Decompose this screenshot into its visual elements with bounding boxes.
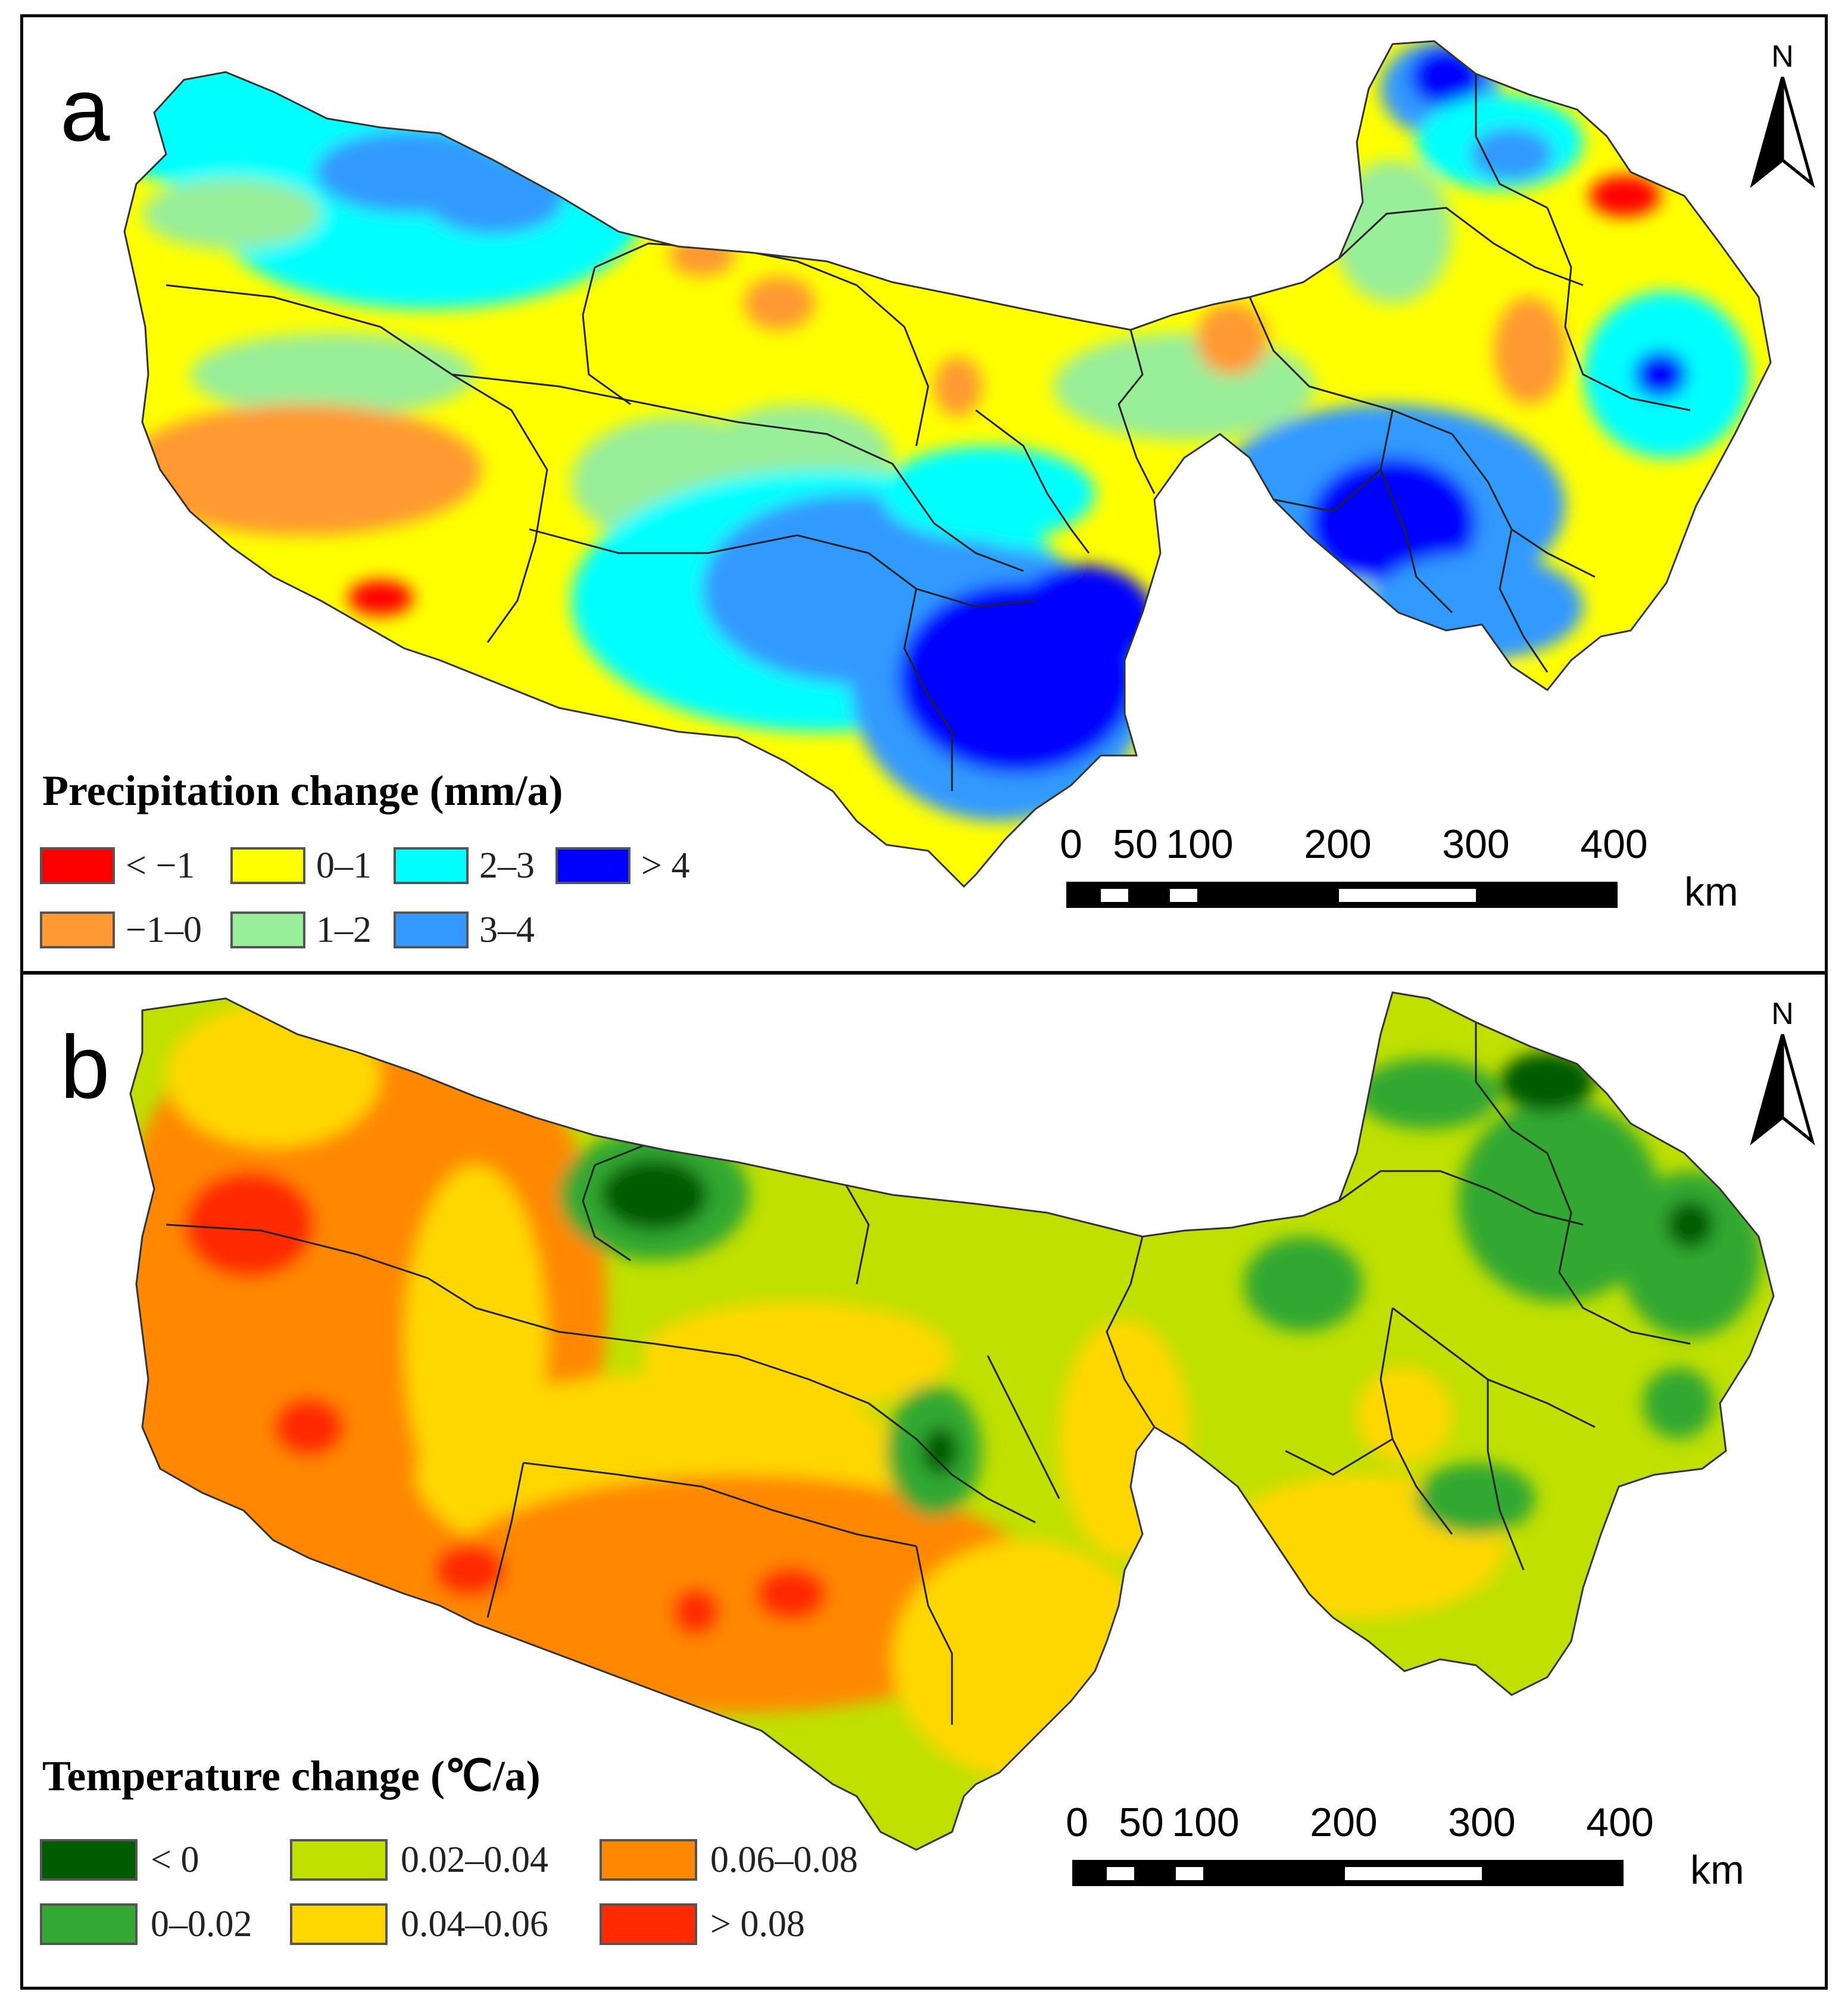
legend-label: 0–0.02 <box>151 1904 252 1944</box>
legend-swatch <box>40 1839 138 1881</box>
scale-bar-graphic <box>1066 882 1618 908</box>
legend-swatch <box>40 911 115 948</box>
legend-label: −1–0 <box>126 910 202 950</box>
panel-letter: a <box>60 60 110 160</box>
legend-item: > 4 <box>555 842 734 889</box>
legend-title: Temperature change (℃/a) <box>42 1752 541 1800</box>
legend-label: 0.04–0.06 <box>401 1904 548 1944</box>
legend: < 0 0.02–0.04 0.06–0.08 0–0.02 0.04–0.06… <box>40 1835 897 1949</box>
legend-item: 0.06–0.08 <box>600 1835 897 1885</box>
legend-swatch <box>600 1903 697 1945</box>
legend-item: 0.04–0.06 <box>290 1899 600 1949</box>
legend-label: 2–3 <box>479 845 535 886</box>
legend-item: −1–0 <box>40 906 230 954</box>
legend-item: 0–1 <box>230 842 394 889</box>
legend-swatch <box>394 911 469 948</box>
scale-tick-label: 0 <box>1060 822 1082 867</box>
north-label: N <box>1771 39 1794 74</box>
legend-swatch <box>290 1839 388 1881</box>
scale-tick-label: 300 <box>1448 1800 1516 1845</box>
legend-label: 0.02–0.04 <box>401 1840 548 1880</box>
legend-swatch <box>290 1903 388 1945</box>
north-arrow-icon <box>1750 77 1815 188</box>
scale-tick-label: 100 <box>1166 822 1234 867</box>
scale-tick-label: 200 <box>1310 1800 1378 1845</box>
scale-tick-label: 50 <box>1119 1800 1164 1845</box>
scale-bar-graphic <box>1072 1860 1624 1886</box>
scale-bar: 0 50 100 200 300 400 km <box>1060 822 1738 931</box>
legend-swatch <box>40 847 115 884</box>
legend-swatch <box>394 847 469 884</box>
legend-item: 0–0.02 <box>40 1899 290 1949</box>
legend-item: 2–3 <box>394 842 555 889</box>
temperature-map-canvas <box>129 991 1775 1851</box>
legend-item: 1–2 <box>230 906 394 954</box>
scale-tick-label: 300 <box>1442 822 1510 867</box>
precipitation-map-canvas <box>123 40 1772 888</box>
legend-swatch <box>555 847 630 884</box>
legend-swatch <box>230 847 305 884</box>
scale-bar: 0 50 100 200 300 400 km <box>1066 1800 1744 1909</box>
legend-label: 0.06–0.08 <box>710 1840 858 1880</box>
legend-swatch <box>40 1903 138 1945</box>
legend-label: < −1 <box>126 845 195 886</box>
legend-swatch <box>230 911 305 948</box>
legend-label: 3–4 <box>479 910 535 950</box>
scale-tick-label: 200 <box>1304 822 1372 867</box>
north-arrow: N <box>1738 997 1825 1153</box>
legend: < −1 0–1 2–3 > 4 −1–0 1–2 3–4 <box>40 842 734 954</box>
legend-label: > 4 <box>641 845 690 886</box>
legend-label: > 0.08 <box>710 1904 805 1944</box>
scale-tick-label: 400 <box>1580 822 1648 867</box>
legend-title: Precipitation change (mm/a) <box>42 767 563 814</box>
north-arrow: N <box>1738 39 1825 196</box>
legend-item: > 0.08 <box>600 1899 897 1949</box>
legend-label: 1–2 <box>316 910 372 950</box>
region-outline <box>129 991 1775 1851</box>
legend-item: 3–4 <box>394 906 555 954</box>
north-label: N <box>1771 997 1794 1031</box>
legend-item: 0.02–0.04 <box>290 1835 600 1885</box>
scale-tick-label: 100 <box>1172 1800 1240 1845</box>
legend-item: < 0 <box>40 1835 290 1885</box>
scale-unit: km <box>1690 1847 1744 1893</box>
scale-tick-label: 400 <box>1586 1800 1654 1845</box>
panel-letter: b <box>60 1017 110 1117</box>
scale-tick-label: 50 <box>1113 822 1158 867</box>
region-outline <box>123 40 1772 888</box>
scale-tick-label: 0 <box>1066 1800 1088 1845</box>
panel-a-precipitation-map: a N Precipitation change (mm/a) < −1 0–1… <box>20 14 1828 974</box>
legend-item: < −1 <box>40 842 230 889</box>
legend-swatch <box>600 1839 697 1881</box>
north-arrow-icon <box>1750 1034 1815 1145</box>
legend-label: < 0 <box>151 1840 199 1880</box>
scale-unit: km <box>1684 869 1738 914</box>
panel-b-temperature-map: b N Temperature change (℃/a) < 0 0.02–0.… <box>20 972 1828 1990</box>
legend-label: 0–1 <box>316 845 372 886</box>
